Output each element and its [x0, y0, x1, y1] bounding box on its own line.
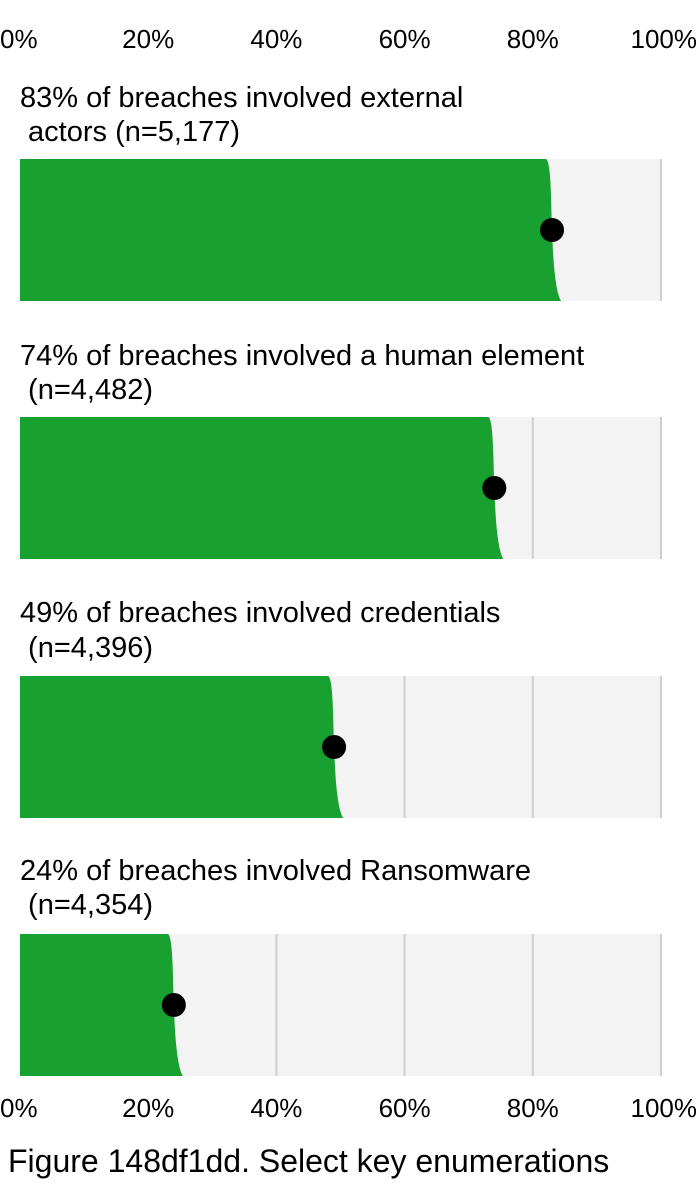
x-tick-label-top: 20%: [122, 24, 174, 54]
bar: [20, 934, 183, 1076]
bar: [20, 159, 562, 301]
panel-label-line2: (n=4,396): [20, 632, 153, 664]
figure-caption: Figure 148df1dd. Select key enumerations: [8, 1143, 609, 1179]
x-tick-label-top: 60%: [379, 24, 431, 54]
panel-label-line1: 83% of breaches involved external: [20, 82, 463, 114]
panel-label-line1: 74% of breaches involved a human element: [20, 340, 584, 372]
x-tick-label-bottom: 100%: [631, 1093, 698, 1123]
panel-4: 24% of breaches involved Ransomware (n=4…: [20, 855, 662, 1076]
value-marker: [322, 735, 347, 759]
bar: [20, 676, 344, 818]
panel-label-line1: 49% of breaches involved credentials: [20, 597, 500, 629]
panel-label-line2: (n=4,482): [20, 374, 153, 406]
x-tick-label-bottom: 80%: [507, 1093, 559, 1123]
x-tick-label-bottom: 20%: [122, 1093, 174, 1123]
panel-1: 83% of breaches involved external actors…: [20, 82, 662, 301]
panel-3: 49% of breaches involved credentials (n=…: [20, 597, 662, 818]
value-marker: [540, 218, 565, 242]
panel-label-line2: actors (n=5,177): [20, 116, 240, 148]
x-tick-label-top: 80%: [507, 24, 559, 54]
value-marker: [482, 476, 507, 500]
x-tick-label-bottom: 40%: [250, 1093, 302, 1123]
value-marker: [161, 993, 186, 1017]
x-tick-label-bottom: 60%: [379, 1093, 431, 1123]
panel-2: 74% of breaches involved a human element…: [20, 340, 662, 559]
x-tick-label-top: 100%: [631, 24, 698, 54]
bar: [20, 417, 504, 559]
x-tick-label-bottom: 0%: [0, 1093, 38, 1123]
x-tick-label-top: 0%: [0, 24, 38, 54]
panel-label-line1: 24% of breaches involved Ransomware: [20, 855, 531, 887]
panel-label-line2: (n=4,354): [20, 889, 153, 921]
x-tick-label-top: 40%: [250, 24, 302, 54]
